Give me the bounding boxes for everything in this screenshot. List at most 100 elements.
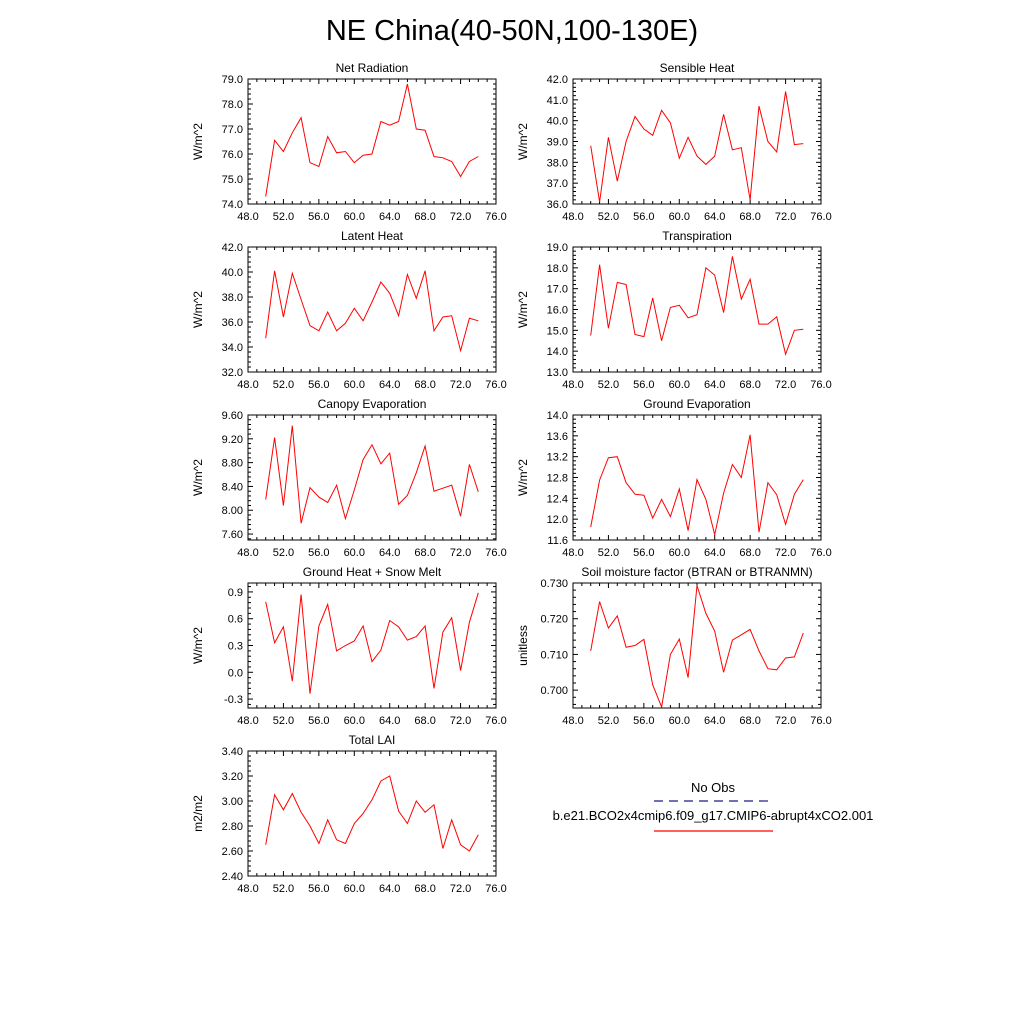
x-tick-label: 60.0	[344, 211, 365, 223]
figure-title: NE China(40-50N,100-130E)	[326, 15, 698, 47]
y-axis-label: W/m^2	[191, 459, 205, 496]
series-line	[265, 270, 479, 353]
x-tick-label: 60.0	[344, 379, 365, 391]
x-tick-label: 68.0	[739, 547, 760, 559]
x-tick-label: 68.0	[739, 379, 760, 391]
x-tick-label: 72.0	[450, 211, 471, 223]
x-tick-label: 60.0	[669, 211, 690, 223]
y-tick-label: 2.40	[222, 871, 243, 883]
panel-title: Ground Evaporation	[643, 397, 750, 411]
panel-5: Canopy Evaporation W/m^2 48.0 52.0 56.0 60.0 6…	[191, 397, 507, 559]
x-tick-label: 60.0	[344, 715, 365, 727]
series-line	[265, 592, 479, 694]
y-tick-label: 0.700	[540, 685, 568, 697]
x-tick-label: 52.0	[273, 883, 294, 895]
panel-frame	[247, 414, 497, 541]
panel-8: Soil moisture factor (BTRAN or BTRANMN) u…	[516, 565, 832, 727]
x-tick-label: 56.0	[633, 211, 654, 223]
x-tick-label: 60.0	[669, 379, 690, 391]
x-tick-label: 72.0	[775, 379, 796, 391]
y-tick-label: 40.0	[547, 116, 568, 128]
x-tick-label: 68.0	[739, 715, 760, 727]
x-tick-label: 64.0	[704, 379, 725, 391]
y-axis-label: W/m^2	[191, 291, 205, 328]
x-tick-label: 48.0	[237, 547, 258, 559]
x-tick-label: 48.0	[237, 211, 258, 223]
series-line	[590, 91, 804, 202]
panel-frame	[572, 582, 822, 709]
legend: No Obs b.e21.BCO2x4cmip6.f09_g17.CMIP6-a…	[553, 780, 873, 832]
y-tick-label: 8.40	[222, 481, 243, 493]
x-tick-label: 64.0	[379, 211, 400, 223]
panel-frame	[572, 414, 822, 541]
x-tick-label: 64.0	[704, 211, 725, 223]
y-tick-label: 12.4	[547, 493, 568, 505]
x-tick-label: 52.0	[598, 547, 619, 559]
x-tick-label: 64.0	[379, 379, 400, 391]
legend-obs-label: No Obs	[691, 780, 736, 795]
x-tick-label: 52.0	[598, 379, 619, 391]
x-tick-label: 48.0	[237, 883, 258, 895]
panel-title: Net Radiation	[336, 61, 409, 75]
series-line	[265, 425, 479, 524]
y-tick-label: 3.00	[222, 796, 243, 808]
panel-7: Ground Heat + Snow Melt W/m^2 48.0 52.0 56.0…	[191, 565, 507, 727]
y-tick-label: 13.2	[547, 452, 568, 464]
x-tick-label: 76.0	[810, 715, 831, 727]
series-line	[590, 434, 804, 535]
y-tick-label: 9.20	[222, 434, 243, 446]
x-tick-label: 76.0	[485, 379, 506, 391]
x-tick-label: 68.0	[414, 715, 435, 727]
y-tick-label: 0.710	[540, 649, 568, 661]
x-tick-label: 68.0	[414, 379, 435, 391]
y-tick-label: 11.6	[547, 535, 568, 547]
y-tick-label: 15.0	[547, 325, 568, 337]
x-tick-label: 56.0	[308, 379, 329, 391]
y-tick-label: 38.0	[547, 157, 568, 169]
y-tick-label: 37.0	[547, 178, 568, 190]
y-axis-label: W/m^2	[516, 459, 530, 496]
x-tick-label: 56.0	[308, 211, 329, 223]
x-tick-label: 52.0	[273, 715, 294, 727]
x-tick-label: 52.0	[273, 211, 294, 223]
panel-2: Sensible Heat W/m^2 48.0 52.0 56.0 60.0 64.0 68…	[516, 61, 832, 223]
x-tick-label: 56.0	[633, 715, 654, 727]
panel-title: Canopy Evaporation	[318, 397, 427, 411]
x-tick-label: 64.0	[704, 715, 725, 727]
y-axis-label: W/m^2	[516, 291, 530, 328]
y-tick-label: 3.20	[222, 771, 243, 783]
series-line	[265, 775, 479, 852]
panel-frame	[572, 246, 822, 373]
x-tick-label: 64.0	[704, 547, 725, 559]
x-tick-label: 72.0	[450, 379, 471, 391]
x-tick-label: 72.0	[775, 211, 796, 223]
y-tick-label: 2.60	[222, 846, 243, 858]
x-tick-label: 68.0	[414, 883, 435, 895]
x-tick-label: 64.0	[379, 547, 400, 559]
x-tick-label: 56.0	[308, 883, 329, 895]
panel-title: Latent Heat	[341, 229, 404, 243]
y-tick-label: 0.0	[228, 667, 243, 679]
y-tick-label: 0.9	[228, 587, 243, 599]
x-tick-label: 72.0	[450, 715, 471, 727]
panel-title: Sensible Heat	[660, 61, 735, 75]
series-line	[590, 585, 804, 709]
y-tick-label: 8.80	[222, 458, 243, 470]
panel-9: Total LAI m2/m2 48.0 52.0 56.0 60.0 64.0 68.0 72…	[191, 733, 507, 895]
panel-frame	[247, 78, 497, 205]
y-tick-label: 36.0	[547, 199, 568, 211]
y-tick-label: 18.0	[547, 263, 568, 275]
y-tick-label: 3.40	[222, 746, 243, 758]
x-tick-label: 64.0	[379, 883, 400, 895]
y-tick-label: 38.0	[222, 292, 243, 304]
x-tick-label: 52.0	[273, 547, 294, 559]
y-tick-label: 74.0	[222, 199, 243, 211]
x-tick-label: 64.0	[379, 715, 400, 727]
y-tick-label: 0.730	[540, 578, 568, 590]
y-tick-label: 14.0	[547, 410, 568, 422]
y-tick-label: 7.60	[222, 529, 243, 541]
x-tick-label: 60.0	[669, 547, 690, 559]
y-tick-label: 12.0	[547, 514, 568, 526]
x-tick-label: 52.0	[273, 379, 294, 391]
